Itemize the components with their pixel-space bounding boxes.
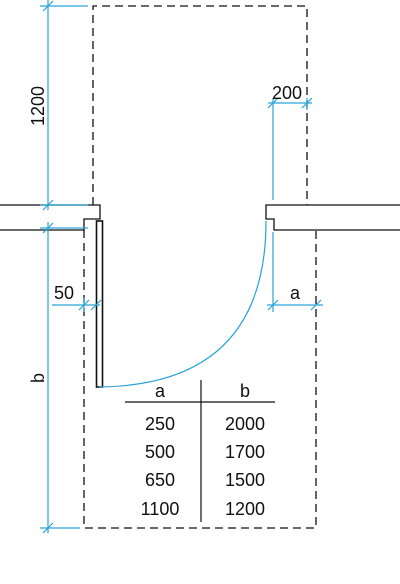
table-cell: 1700 — [225, 442, 265, 462]
table-cell: 1100 — [141, 499, 180, 519]
dim-200-label: 200 — [272, 83, 302, 103]
dimension-table: a b 250 2000 500 1700 650 1500 1100 1200 — [125, 380, 275, 522]
right-wall — [265, 204, 400, 231]
door-swing-arc — [98, 220, 267, 388]
table-cell: 500 — [145, 442, 175, 462]
dim-200-tick-left — [267, 97, 279, 109]
dimension-lines — [40, 0, 323, 534]
upper-zone-outline — [92, 5, 308, 205]
dim-1200-label: 1200 — [28, 86, 48, 126]
dim-b-label: b — [28, 373, 48, 383]
table-cell: 250 — [145, 414, 175, 434]
lower-zone-outline — [83, 230, 317, 529]
table-cell: 650 — [145, 470, 175, 490]
dim-a-label: a — [290, 283, 301, 303]
dim-200-tick-right — [301, 97, 313, 109]
dim-1200-tick-bottom — [42, 199, 54, 211]
table-header-b: b — [240, 381, 250, 401]
table-cells: a b 250 2000 500 1700 650 1500 1100 1200 — [141, 381, 265, 519]
table-cell: 1500 — [225, 470, 265, 490]
dim-b-tick-bottom — [42, 522, 54, 534]
table-cell: 1200 — [225, 499, 265, 519]
dim-50-label: 50 — [54, 283, 74, 303]
table-header-a: a — [155, 381, 166, 401]
table-cell: 2000 — [225, 414, 265, 434]
dim-1200-tick-top — [42, 0, 54, 12]
dim-b-tick-top — [42, 222, 54, 234]
walls — [0, 204, 400, 231]
dim-50-tick-right — [90, 299, 102, 311]
dim-a-tick-right — [310, 299, 322, 311]
dim-a-tick-left — [267, 299, 279, 311]
dim-50-tick-left — [78, 299, 90, 311]
